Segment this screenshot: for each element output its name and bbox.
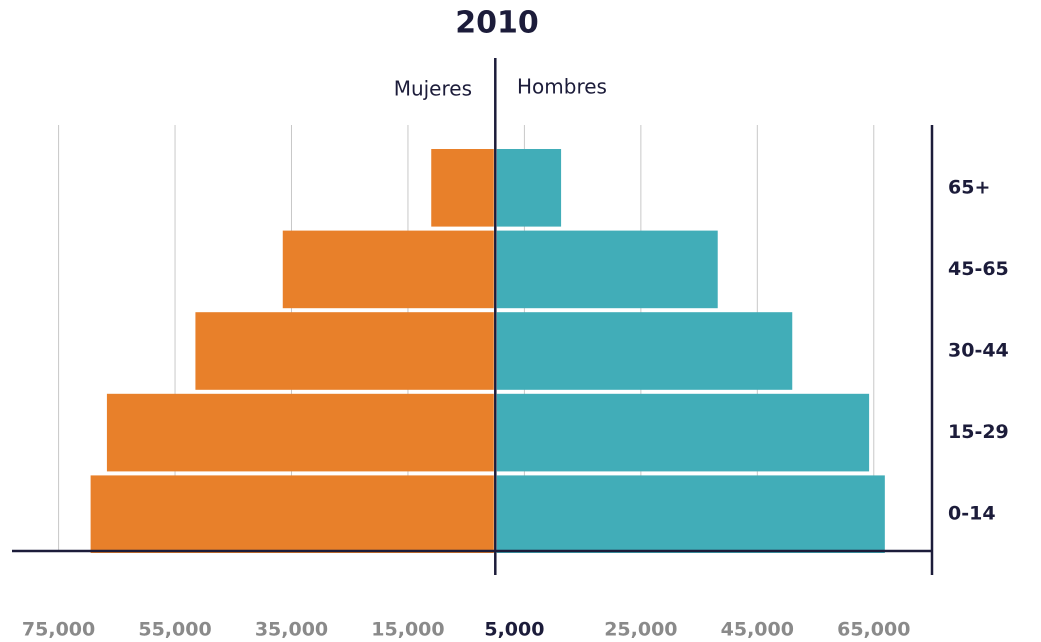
bar (90, 475, 494, 553)
legend-left: Mujeres (394, 77, 472, 101)
x-tick-label: 5,000 (484, 619, 544, 641)
bar (282, 230, 494, 309)
bar (496, 475, 885, 553)
x-tick-label: 55,000 (138, 619, 211, 641)
y-tick-label: 30-44 (948, 340, 1009, 362)
chart-title: 2010 (455, 6, 539, 41)
bar (496, 312, 793, 390)
y-tick-label: 65+ (948, 176, 990, 198)
x-tick-label: 35,000 (255, 619, 328, 641)
x-tick-label: 65,000 (837, 619, 910, 641)
bar (496, 393, 870, 472)
x-tick-label: 45,000 (721, 619, 794, 641)
bar (496, 230, 718, 309)
legend-right: Hombres (517, 75, 607, 99)
x-tick-label: 75,000 (22, 619, 95, 641)
bar (195, 312, 494, 390)
bar (106, 393, 494, 472)
x-tick-label: 25,000 (604, 619, 677, 641)
x-tick-label: 15,000 (371, 619, 444, 641)
y-tick-label: 0-14 (948, 503, 996, 525)
bar (431, 149, 494, 227)
y-tick-label: 45-65 (948, 258, 1009, 280)
y-tick-label: 15-29 (948, 421, 1009, 443)
bar (496, 149, 562, 227)
